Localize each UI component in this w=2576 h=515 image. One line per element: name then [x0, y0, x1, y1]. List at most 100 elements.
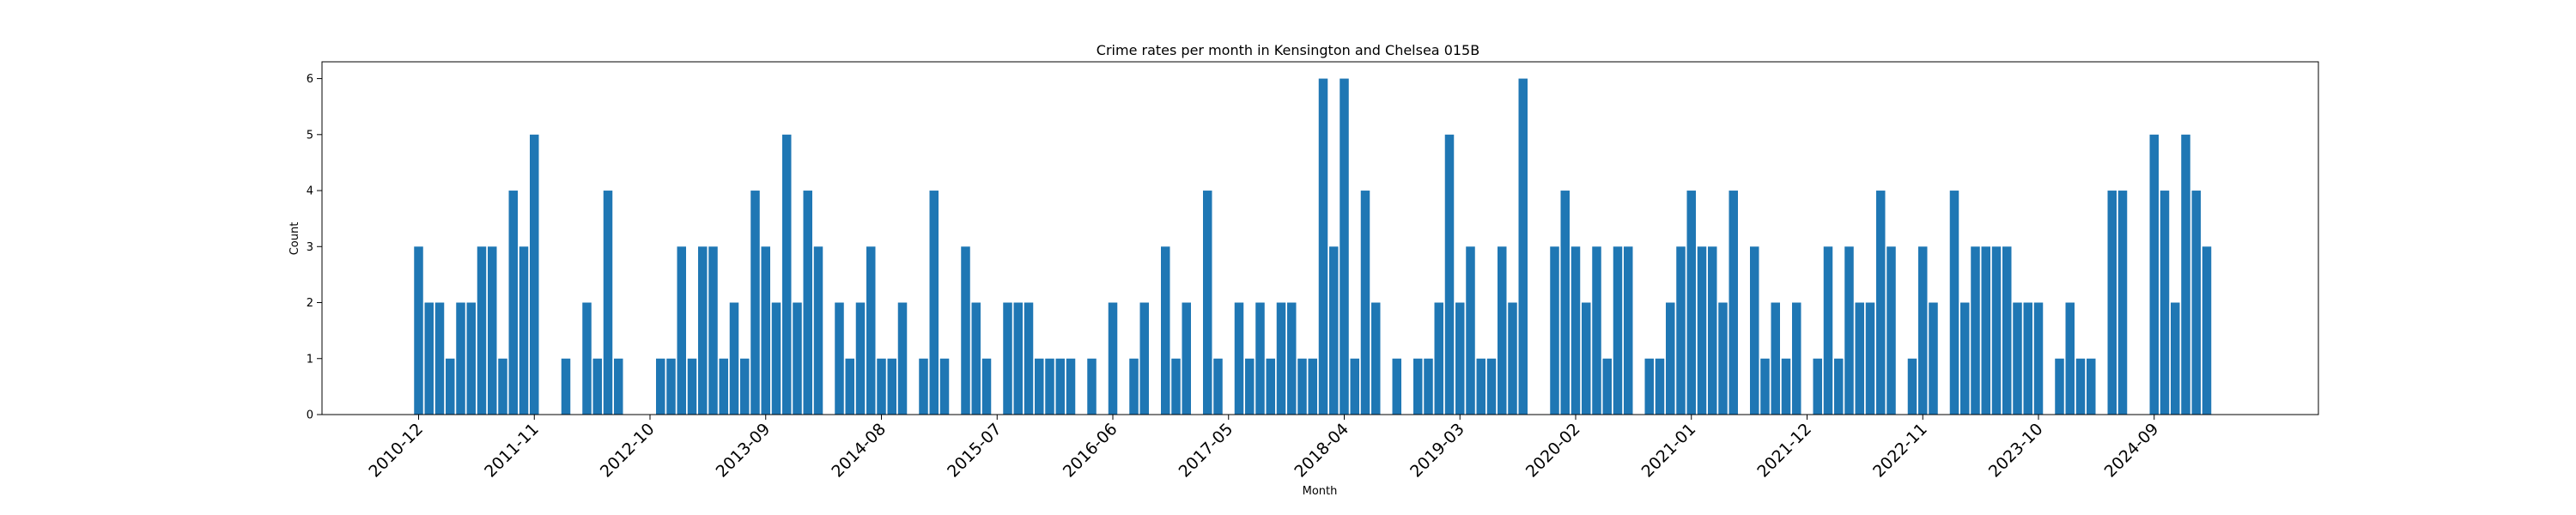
bar — [719, 358, 728, 415]
bar — [1571, 246, 1581, 415]
bar — [446, 358, 455, 415]
bar — [666, 358, 676, 415]
bar — [1971, 246, 1980, 415]
bar — [466, 302, 476, 415]
bar — [1087, 358, 1097, 415]
bar — [1918, 246, 1928, 415]
bar — [919, 358, 928, 415]
x-tick-label: 2019-03 — [1406, 420, 1468, 482]
x-tick-label: 2023-10 — [1985, 420, 2047, 482]
bar — [1960, 302, 1970, 415]
y-tick-label: 3 — [307, 241, 313, 254]
bar — [434, 302, 445, 415]
bar — [1171, 358, 1181, 415]
bar — [1771, 302, 1780, 415]
bar — [929, 191, 939, 415]
x-tick-label: 2016-06 — [1060, 420, 1121, 482]
bar — [1466, 246, 1475, 415]
bar — [793, 302, 802, 415]
bar — [1486, 358, 1497, 415]
bar — [2191, 191, 2201, 415]
bar — [1013, 302, 1023, 415]
y-tick-label: 5 — [307, 129, 313, 142]
bar — [1424, 358, 1433, 415]
bar — [687, 358, 697, 415]
bar — [1813, 358, 1822, 415]
bar — [1434, 302, 1443, 415]
bar — [592, 358, 602, 415]
bar — [1582, 302, 1591, 415]
bar — [603, 191, 613, 415]
bar — [614, 358, 623, 415]
bar — [1655, 358, 1665, 415]
bar — [1592, 246, 1601, 415]
bar — [1329, 246, 1339, 415]
bar — [1161, 246, 1170, 415]
bar — [488, 246, 497, 415]
bar — [981, 358, 992, 415]
bar — [1255, 302, 1265, 415]
bar — [866, 246, 876, 415]
y-tick-label: 6 — [307, 73, 313, 86]
bar — [887, 358, 896, 415]
bar — [456, 302, 465, 415]
bar — [2055, 358, 2064, 415]
bar — [877, 358, 886, 415]
bar — [508, 191, 518, 415]
x-tick-label: 2024-09 — [2101, 420, 2163, 482]
bar — [835, 302, 844, 415]
bar — [1855, 302, 1864, 415]
bar — [1287, 302, 1297, 415]
bar — [2117, 191, 2128, 415]
bar — [1981, 246, 1990, 415]
x-tick-label: 2020-02 — [1522, 420, 1584, 482]
bar — [1907, 358, 1917, 415]
bar — [1245, 358, 1255, 415]
bar — [1728, 191, 1738, 415]
bar — [2087, 358, 2096, 415]
bar — [1392, 358, 1401, 415]
bar — [1139, 302, 1149, 415]
bar — [561, 358, 571, 415]
bar — [1792, 302, 1801, 415]
bar — [971, 302, 981, 415]
bar — [477, 246, 487, 415]
bar — [1686, 191, 1696, 415]
bar — [961, 246, 970, 415]
bar — [1350, 358, 1359, 415]
bar — [2160, 191, 2170, 415]
bar — [1865, 302, 1875, 415]
bar — [782, 134, 792, 415]
bar — [1644, 358, 1654, 415]
bar — [729, 302, 739, 415]
bar — [1213, 358, 1223, 415]
bar — [1055, 358, 1065, 415]
bar — [1666, 302, 1675, 415]
x-tick-label: 2021-12 — [1753, 420, 1815, 482]
bar — [1550, 246, 1559, 415]
bar — [1182, 302, 1191, 415]
bar — [2107, 191, 2117, 415]
bar — [519, 246, 529, 415]
bar — [2202, 246, 2212, 415]
bar — [2002, 246, 2012, 415]
bar — [677, 246, 686, 415]
bar — [1045, 358, 1054, 415]
y-tick-label: 0 — [307, 409, 313, 422]
bar — [750, 191, 760, 415]
bar — [1108, 302, 1118, 415]
bar — [939, 358, 950, 415]
y-axis-label: Count — [289, 222, 301, 256]
bar — [1508, 302, 1517, 415]
bar — [1234, 302, 1244, 415]
bar — [2033, 302, 2044, 415]
bar — [2075, 358, 2086, 415]
bar — [656, 358, 665, 415]
y-tick-label: 1 — [307, 353, 313, 366]
bar — [1750, 246, 1759, 415]
bar — [708, 246, 718, 415]
bar — [2171, 302, 2180, 415]
bar — [530, 134, 539, 415]
bar — [1876, 191, 1886, 415]
